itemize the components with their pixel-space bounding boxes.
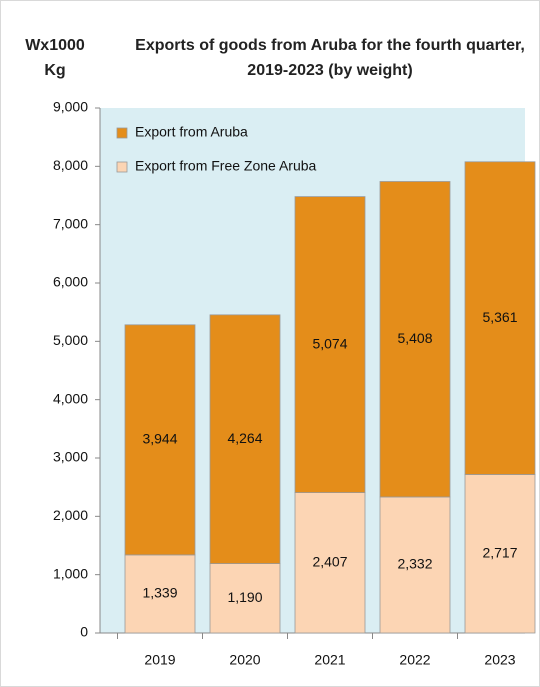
y-tick-label: 9,000 [53, 99, 88, 115]
y-tick-label: 1,000 [53, 565, 88, 581]
y-tick-label: 7,000 [53, 215, 88, 231]
data-label: 5,361 [482, 309, 517, 325]
y-tick-label: 5,000 [53, 332, 88, 348]
bar-segment [124, 324, 196, 556]
bar-segment [209, 563, 281, 634]
data-label: 2,332 [397, 556, 432, 572]
data-label: 2,717 [482, 544, 517, 560]
y-tick-label: 0 [80, 624, 88, 640]
data-label: 2,407 [312, 553, 347, 569]
data-label: 1,339 [142, 585, 177, 601]
bar-segment [379, 181, 451, 498]
data-label: 5,074 [312, 335, 347, 351]
y-tick-label: 6,000 [53, 274, 88, 290]
legend-swatch [116, 161, 128, 173]
bar-segment [294, 196, 366, 493]
x-tick-label: 2019 [144, 652, 175, 668]
y-tick-label: 2,000 [53, 507, 88, 523]
bar-segment [124, 554, 196, 634]
y-tick-label: 8,000 [53, 157, 88, 173]
legend-label: Export from Free Zone Aruba [135, 158, 317, 174]
x-tick-label: 2022 [399, 652, 430, 668]
bar-segment [209, 314, 281, 564]
y-tick-label: 3,000 [53, 449, 88, 465]
data-label: 5,408 [397, 330, 432, 346]
data-label: 4,264 [227, 430, 262, 446]
y-axis-label: Wx1000 Kg [25, 37, 85, 79]
legend-swatch [116, 127, 128, 139]
bar-segment [294, 492, 366, 634]
bar-segment [464, 474, 536, 634]
y-tick-label: 4,000 [53, 390, 88, 406]
x-tick-label: 2021 [314, 652, 345, 668]
bar-segment [379, 496, 451, 634]
legend-label: Export from Aruba [135, 124, 248, 140]
data-label: 1,190 [227, 589, 262, 605]
chart-title: Exports of goods from Aruba for the four… [135, 37, 525, 79]
x-tick-label: 2023 [484, 652, 515, 668]
bar-segment [464, 161, 536, 475]
x-tick-label: 2020 [229, 652, 260, 668]
data-label: 3,944 [142, 431, 177, 447]
